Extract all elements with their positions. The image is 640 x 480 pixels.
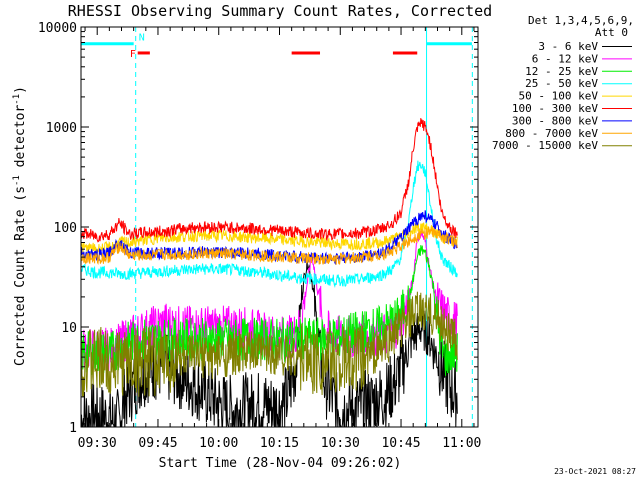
y-tick-label: 1000 (46, 121, 77, 136)
y-tick-label: 10000 (38, 21, 77, 36)
legend-entry-label: 3 - 6 keV (538, 40, 598, 53)
y-axis-label-part1: Corrected Count Rate (s (13, 186, 28, 366)
y-axis-label: Corrected Count Rate (s-1 detector-1) (12, 86, 28, 366)
legend-entry-label: 300 - 800 keV (512, 114, 598, 127)
timestamp: 23-Oct-2021 08:27 (554, 467, 636, 476)
x-tick-label: 10:00 (199, 436, 238, 451)
series-line-3 (81, 160, 458, 288)
legend-header-line1: Det 1,3,4,5,6,9, (528, 14, 634, 27)
legend-entry-label: 800 - 7000 keV (505, 127, 598, 140)
chart-title: RHESSI Observing Summary Count Rates, Co… (68, 2, 492, 20)
y-axis-label-sup2: -1 (12, 94, 22, 105)
legend-entry-label: 6 - 12 keV (532, 52, 599, 65)
y-axis-label-sup1: -1 (12, 175, 22, 186)
x-axis-label: Start Time (28-Nov-04 09:26:02) (159, 456, 402, 471)
legend-entry-label: 7000 - 15000 keV (492, 139, 598, 152)
legend-entry-label: 100 - 300 keV (512, 102, 598, 115)
y-axis-label-part3: ) (13, 86, 28, 94)
x-tick-label: 10:30 (321, 436, 360, 451)
legend-entry-label: 50 - 100 keV (519, 90, 599, 103)
y-axis-label-part2: detector (13, 105, 28, 176)
flag-bars: FN (81, 33, 472, 60)
x-tick-label: 09:30 (78, 436, 117, 451)
series-line-8 (81, 291, 458, 397)
flag-label: N (139, 33, 145, 44)
x-tick-label: 09:45 (138, 436, 177, 451)
series-group (81, 118, 458, 427)
flag-label: F (130, 49, 136, 60)
legend-header-line2: Att 0 (595, 26, 628, 39)
x-tick-label: 10:45 (381, 436, 420, 451)
y-tick-label: 100 (54, 221, 77, 236)
y-tick-label: 10 (61, 321, 77, 336)
y-tick-label: 1 (69, 421, 77, 436)
y-axis-ticks: 1 10 100 1000 10000 (38, 21, 478, 436)
series-line-5 (81, 118, 458, 243)
legend-entry-label: 12 - 25 keV (525, 65, 598, 78)
x-axis-ticks: 09:30 09:45 10:00 10:15 10:30 10:45 11:00 (78, 27, 481, 451)
x-tick-label: 11:00 (442, 436, 481, 451)
legend-entry-label: 25 - 50 keV (525, 77, 598, 90)
x-tick-label: 10:15 (260, 436, 299, 451)
series-line-7 (81, 226, 458, 265)
